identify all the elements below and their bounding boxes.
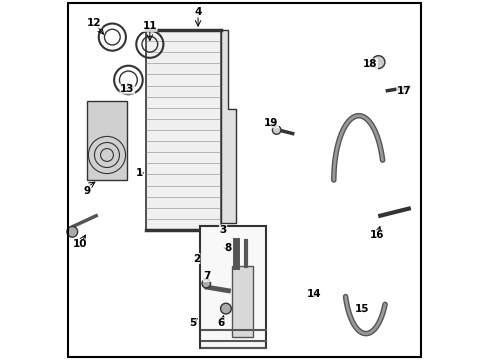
Bar bbox=[231, 266, 253, 337]
Text: 13: 13 bbox=[120, 84, 134, 94]
Circle shape bbox=[220, 303, 231, 314]
Text: 3: 3 bbox=[219, 225, 226, 235]
Text: 9: 9 bbox=[83, 186, 91, 196]
Text: 18: 18 bbox=[362, 59, 377, 69]
Circle shape bbox=[272, 126, 281, 134]
Text: 1: 1 bbox=[135, 168, 142, 178]
Circle shape bbox=[371, 56, 384, 68]
Text: 14: 14 bbox=[306, 289, 321, 299]
Circle shape bbox=[67, 226, 78, 237]
Polygon shape bbox=[221, 30, 235, 223]
Text: 16: 16 bbox=[369, 230, 384, 240]
Text: 17: 17 bbox=[396, 86, 410, 96]
Text: 19: 19 bbox=[264, 118, 278, 128]
Text: 12: 12 bbox=[87, 18, 102, 28]
Text: 11: 11 bbox=[142, 21, 157, 31]
Text: 7: 7 bbox=[203, 271, 210, 282]
Text: 2: 2 bbox=[192, 253, 200, 264]
Text: 10: 10 bbox=[73, 239, 87, 249]
Text: 4: 4 bbox=[194, 7, 202, 17]
Bar bbox=[87, 102, 126, 180]
Text: 15: 15 bbox=[354, 303, 369, 314]
Text: 6: 6 bbox=[217, 318, 224, 328]
FancyBboxPatch shape bbox=[200, 226, 265, 348]
Text: 8: 8 bbox=[224, 243, 232, 253]
Circle shape bbox=[202, 279, 210, 288]
Text: 5: 5 bbox=[189, 318, 196, 328]
Bar bbox=[146, 30, 221, 230]
